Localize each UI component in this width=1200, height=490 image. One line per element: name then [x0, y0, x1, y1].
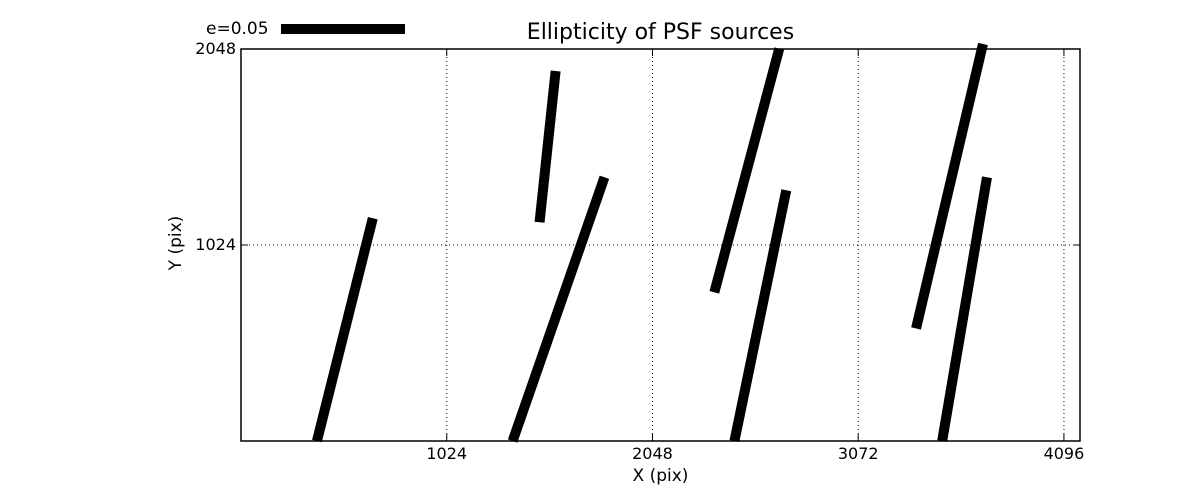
y-tick-label: 2048 — [195, 39, 236, 58]
legend: e=0.05 — [206, 19, 405, 39]
x-tick-label: 2048 — [632, 444, 673, 463]
whisker-segment — [937, 176, 992, 442]
x-tick-label: 4096 — [1043, 444, 1085, 463]
y-tick-label: 1024 — [195, 235, 236, 254]
whisker-segment — [312, 216, 378, 443]
whisker-segment — [709, 47, 785, 294]
chart-title: Ellipticity of PSF sources — [526, 20, 795, 45]
whisker-segment — [911, 42, 988, 330]
x-tick-label: 3072 — [837, 444, 879, 463]
legend-line-sample — [280, 24, 405, 34]
x-axis-label: X (pix) — [632, 466, 689, 486]
whisker-segment — [507, 175, 610, 443]
axes-border — [240, 48, 1081, 442]
whisker-segment — [729, 189, 792, 443]
x-tick-label: 1024 — [426, 444, 468, 463]
legend-label: e=0.05 — [206, 19, 269, 39]
whisker-segment — [534, 70, 561, 223]
